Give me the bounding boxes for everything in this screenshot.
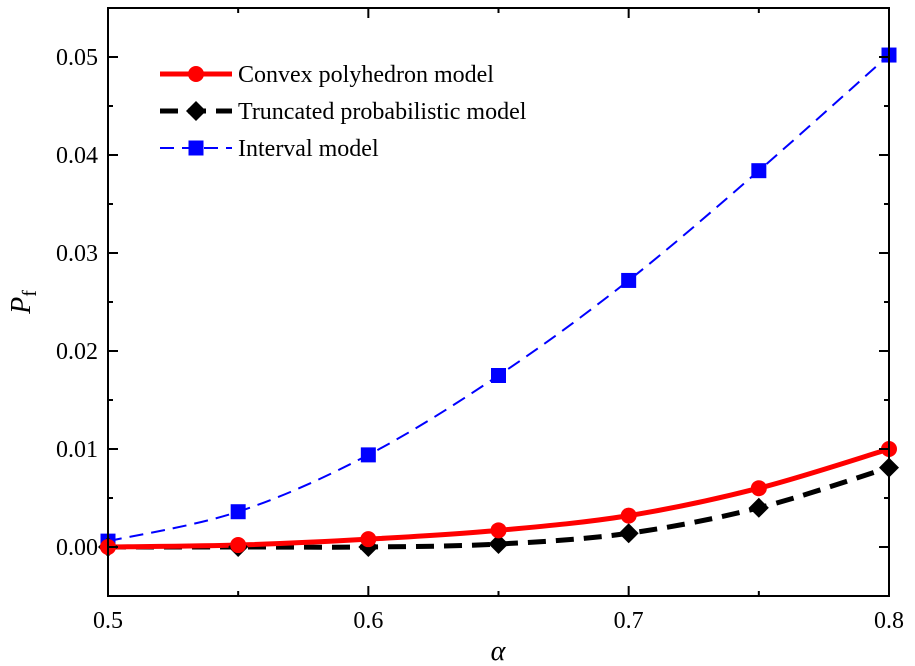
data-point-2-3 [491,368,506,383]
x-tick-label: 0.6 [353,608,383,634]
y-tick-label: 0.04 [56,143,98,169]
data-point-2-1 [230,504,246,520]
x-tick-label: 0.7 [614,608,644,634]
legend-label-2: Interval model [238,136,379,162]
y-tick-label: 0.05 [56,45,98,71]
data-point-1-5 [748,497,769,518]
legend: Convex polyhedron model Truncated probabi… [160,62,527,162]
axes: 0.5 0.6 0.7 0.8 0.00 0.01 0.02 0.03 0.04 0.05 [56,7,904,634]
data-point-1-3 [488,534,509,555]
data-point-0-4 [620,507,637,524]
data-point-2-5 [751,163,767,179]
data-point-2-2 [360,447,376,463]
legend-label-1: Truncated probabilistic model [238,99,527,125]
y-tick-label: 0.01 [56,437,98,463]
data-point-0-2 [360,531,377,548]
series-line-2 [107,54,890,543]
x-axis-label: α [491,636,507,666]
legend-label-0: Convex polyhedron model [238,62,494,88]
legend-marker-0 [188,66,204,82]
data-point-0-3 [490,522,507,539]
data-point-0-1 [230,537,247,554]
x-tick-label: 0.5 [93,608,123,634]
data-point-1-4 [618,523,639,544]
y-tick-label: 0.02 [56,339,98,365]
x-tick-label: 0.8 [874,608,904,634]
legend-marker-1 [186,101,206,121]
plot-frame [107,7,890,597]
y-axis-label: Pf [6,290,41,315]
data-point-2-4 [621,272,637,288]
y-tick-label: 0.03 [56,241,98,267]
data-point-0-5 [750,480,767,497]
y-tick-label: 0.00 [56,535,98,561]
legend-marker-2 [188,140,204,156]
